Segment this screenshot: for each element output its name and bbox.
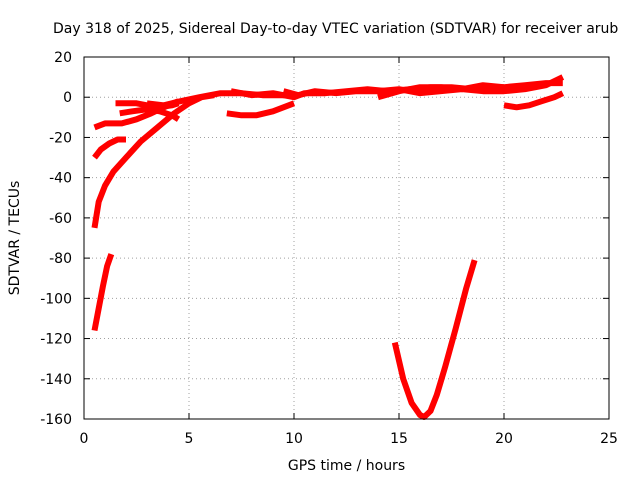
y-tick-label: -160 bbox=[40, 412, 72, 428]
series-line-3 bbox=[92, 136, 126, 160]
y-tick-label: -20 bbox=[49, 130, 72, 146]
series-line-12 bbox=[391, 259, 478, 420]
y-tick-label: 0 bbox=[63, 90, 72, 106]
data-series bbox=[91, 74, 565, 420]
x-tick-label: 5 bbox=[185, 431, 194, 447]
y-tick-label: -140 bbox=[40, 372, 72, 388]
series-line-11 bbox=[377, 80, 563, 101]
x-axis-label: GPS time / hours bbox=[288, 458, 405, 474]
chart-title: Day 318 of 2025, Sidereal Day-to-day VTE… bbox=[53, 21, 618, 37]
series-line-1 bbox=[91, 253, 115, 332]
x-tick-label: 25 bbox=[600, 431, 618, 447]
x-tick-label: 15 bbox=[390, 431, 408, 447]
y-tick-label: -80 bbox=[49, 251, 72, 267]
y-tick-label: -100 bbox=[40, 291, 72, 307]
series-line-8 bbox=[226, 100, 296, 119]
y-tick-label: 20 bbox=[54, 50, 72, 66]
grid-lines bbox=[84, 57, 609, 419]
axis-ticks: 0 5 10 15 20 25 20 0 -20 -40 -60 -80 -100 -120 -140 -16… bbox=[40, 50, 618, 447]
x-tick-label: 20 bbox=[495, 431, 513, 447]
y-tick-label: -40 bbox=[49, 171, 72, 187]
plot-frame bbox=[83, 56, 610, 420]
x-tick-label: 0 bbox=[80, 431, 89, 447]
y-tick-label: -120 bbox=[40, 332, 72, 348]
series-line-13 bbox=[503, 90, 565, 111]
series-line-10 bbox=[282, 74, 565, 99]
x-tick-label: 10 bbox=[285, 431, 303, 447]
y-tick-label: -60 bbox=[49, 211, 72, 227]
y-axis-label: SDTVAR / TECUs bbox=[7, 181, 23, 296]
series-line-6 bbox=[119, 106, 181, 122]
